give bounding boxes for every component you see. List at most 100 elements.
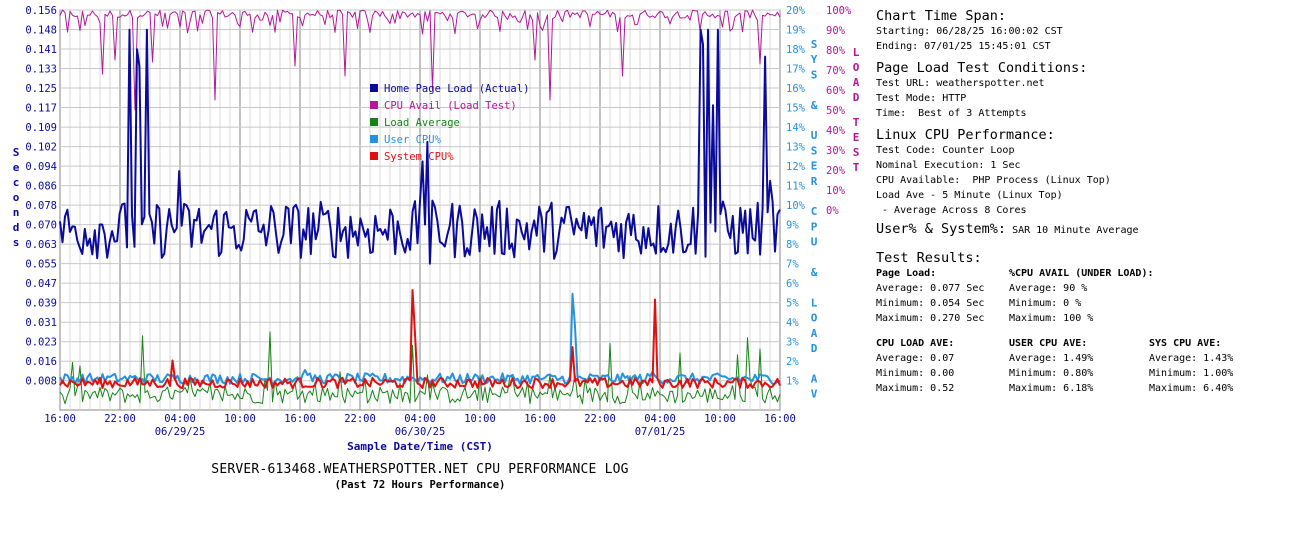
results-row-avg-2: Average: 0.07 Average: 1.49% Average: 1.… bbox=[876, 351, 1296, 366]
y-left-label: s bbox=[13, 236, 20, 249]
legend-swatch bbox=[370, 152, 378, 160]
y-right-label: Y bbox=[811, 53, 818, 66]
y-right-tick: 15% bbox=[786, 103, 806, 115]
cpu-avail-min: Minimum: 0 % bbox=[1009, 298, 1082, 309]
y-right-tick: 17% bbox=[786, 64, 806, 76]
legend-label: User CPU% bbox=[384, 134, 442, 146]
series-user-cpu bbox=[59, 292, 781, 385]
user-cpu-max: Maximum: 6.18% bbox=[1009, 383, 1094, 394]
y-load-tick: 90% bbox=[826, 25, 846, 37]
test-code: Test Code: Counter Loop bbox=[876, 145, 1015, 156]
test-time: Time: Best of 3 Attempts bbox=[876, 108, 1027, 119]
x-tick: 10:00 bbox=[704, 413, 736, 425]
y-left-tick: 0.047 bbox=[25, 278, 57, 290]
cpu-load-head: CPU LOAD AVE: bbox=[876, 338, 955, 349]
y-right-tick: 14% bbox=[786, 122, 806, 134]
y-right-tick: 11% bbox=[786, 181, 806, 193]
y-right-tick: 16% bbox=[786, 83, 806, 95]
chart-title-block: SERVER-613468.WEATHERSPOTTER.NET CPU PER… bbox=[60, 462, 780, 491]
x-tick: 16:00 bbox=[764, 413, 796, 425]
results-row-min-2: Minimum: 0.00 Minimum: 0.80% Minimum: 1.… bbox=[876, 366, 1296, 381]
y-load-label: L bbox=[853, 46, 860, 59]
y-right-tick: 4% bbox=[786, 317, 799, 329]
y-left-tick: 0.078 bbox=[25, 200, 57, 212]
results-row-max-2: Maximum: 0.52 Maximum: 6.18% Maximum: 6.… bbox=[876, 381, 1296, 396]
series-cpu-avail bbox=[59, 9, 781, 111]
y-right-tick: 1% bbox=[786, 376, 799, 388]
legend-swatch bbox=[370, 84, 378, 92]
y-load-tick: 40% bbox=[826, 125, 846, 137]
span-end: Ending: 07/01/25 15:45:01 CST bbox=[876, 41, 1051, 52]
y-load-label: A bbox=[853, 76, 860, 89]
y-right-label: L bbox=[811, 296, 818, 309]
y-left-tick: 0.109 bbox=[25, 122, 57, 134]
x-tick: 16:00 bbox=[284, 413, 316, 425]
y-left-tick: 0.102 bbox=[25, 142, 57, 154]
series-home-page-load bbox=[59, 28, 781, 265]
y-right-label: R bbox=[811, 175, 818, 188]
y-right-tick: 9% bbox=[786, 220, 799, 232]
y-right-label: U bbox=[811, 236, 818, 249]
y-right-label: & bbox=[811, 99, 818, 112]
y-right-tick: 12% bbox=[786, 161, 806, 173]
test-url: Test URL: weatherspotter.net bbox=[876, 78, 1045, 89]
cpu-available: CPU Available: PHP Process (Linux Top) bbox=[876, 175, 1111, 186]
legend-label: System CPU% bbox=[384, 151, 454, 163]
y-right-tick: 18% bbox=[786, 44, 806, 56]
x-tick: 16:00 bbox=[524, 413, 556, 425]
y-left-tick: 0.008 bbox=[25, 376, 57, 388]
y-left-tick: 0.141 bbox=[25, 44, 57, 56]
y-right-tick: 3% bbox=[786, 337, 799, 349]
y-left-label: S bbox=[13, 146, 20, 159]
y-left-tick: 0.117 bbox=[25, 103, 57, 115]
legend-label: CPU Avail (Load Test) bbox=[384, 100, 517, 112]
test-mode: Test Mode: HTTP bbox=[876, 93, 967, 104]
y-right-label: S bbox=[811, 38, 818, 51]
y-load-tick: 0% bbox=[826, 205, 839, 217]
x-tick: 22:00 bbox=[344, 413, 376, 425]
y-right-tick: 19% bbox=[786, 25, 806, 37]
linux-title: Linux CPU Performance: bbox=[876, 127, 1055, 143]
load-ave: Load Ave - 5 Minute (Linux Top) bbox=[876, 190, 1063, 201]
y-left-label: c bbox=[13, 176, 20, 189]
y-right-tick: 6% bbox=[786, 278, 799, 290]
series-system-cpu bbox=[59, 289, 781, 390]
span-start: Starting: 06/28/25 16:00:02 CST bbox=[876, 26, 1063, 37]
y-left-tick: 0.023 bbox=[25, 337, 57, 349]
y-right-label: U bbox=[811, 129, 818, 142]
user-cpu-avg: Average: 1.49% bbox=[1009, 353, 1094, 364]
legend-swatch bbox=[370, 101, 378, 109]
y-load-tick: 20% bbox=[826, 165, 846, 177]
y-left-tick: 0.133 bbox=[25, 64, 57, 76]
legend-swatch bbox=[370, 135, 378, 143]
x-tick: 16:00 bbox=[44, 413, 76, 425]
y-left-label: o bbox=[13, 191, 20, 204]
y-right-label: A bbox=[811, 327, 818, 340]
cpu-avail-head: %CPU AVAIL (UNDER LOAD): bbox=[1009, 268, 1154, 279]
y-load-tick: 50% bbox=[826, 105, 846, 117]
y-load-label: D bbox=[853, 91, 860, 104]
x-tick: 22:00 bbox=[584, 413, 616, 425]
x-tick: 10:00 bbox=[464, 413, 496, 425]
y-left-tick: 0.094 bbox=[25, 161, 57, 173]
y-load-label: T bbox=[853, 116, 860, 129]
legend-swatch bbox=[370, 118, 378, 126]
x-tick: 10:00 bbox=[224, 413, 256, 425]
page-load-avg: Average: 0.077 Sec bbox=[876, 283, 985, 294]
page-load-min: Minimum: 0.054 Sec bbox=[876, 298, 985, 309]
user-cpu-head: USER CPU AVE: bbox=[1009, 338, 1088, 349]
results-row-avg-1: Average: 0.077 Sec Average: 90 % bbox=[876, 281, 1296, 296]
nominal-execution: Nominal Execution: 1 Sec bbox=[876, 160, 1021, 171]
results-row-max-1: Maximum: 0.270 Sec Maximum: 100 % bbox=[876, 311, 1296, 326]
y-right-label: S bbox=[811, 144, 818, 157]
span-title: Chart Time Span: bbox=[876, 8, 1007, 24]
page-load-max: Maximum: 0.270 Sec bbox=[876, 313, 985, 324]
x-tick: 04:00 bbox=[404, 413, 436, 425]
y-left-tick: 0.086 bbox=[25, 181, 57, 193]
sys-cpu-head: SYS CPU AVE: bbox=[1149, 338, 1222, 349]
y-left-tick: 0.156 bbox=[25, 5, 57, 17]
legend-label: Home Page Load (Actual) bbox=[384, 83, 529, 95]
chart-subtitle: (Past 72 Hours Performance) bbox=[334, 479, 506, 491]
y-right-label: E bbox=[811, 160, 818, 173]
y-right-tick: 5% bbox=[786, 298, 799, 310]
